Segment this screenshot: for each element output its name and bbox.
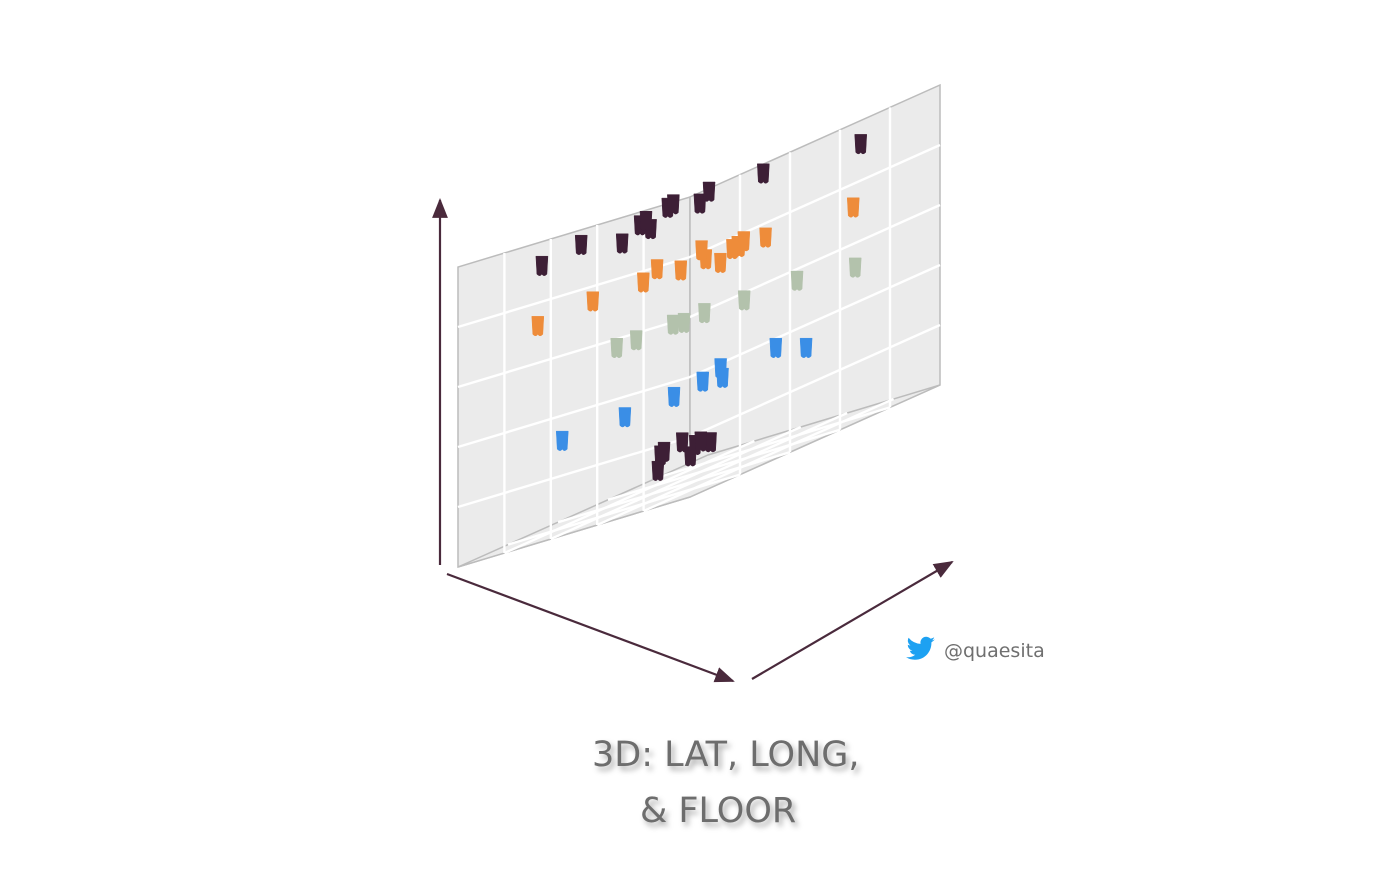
data-point-level-2 <box>790 270 804 291</box>
chart-points <box>531 134 868 481</box>
data-point-level-3 <box>637 272 650 293</box>
data-point-level-2 <box>737 290 751 311</box>
chart-axes <box>432 198 954 683</box>
twitter-handle: @quaesita <box>906 636 1045 667</box>
data-point-level-4 <box>757 163 770 184</box>
right-wall-gridline <box>689 323 941 439</box>
data-point-level-4 <box>639 211 653 232</box>
data-point-level-2 <box>666 314 680 335</box>
chart-3d-scatter <box>432 83 954 683</box>
y-axis-arrow <box>751 561 954 680</box>
data-point-level-0 <box>694 431 708 452</box>
data-point-level-4 <box>854 134 868 155</box>
right-wall-gridline <box>689 263 941 379</box>
chart-grid <box>457 107 941 555</box>
data-point-level-1 <box>716 367 729 388</box>
data-point-level-3 <box>674 260 688 281</box>
data-point-level-3 <box>714 252 727 273</box>
data-point-level-4 <box>693 193 707 214</box>
data-point-level-3 <box>531 316 545 337</box>
data-point-level-2 <box>677 312 691 333</box>
data-point-level-2 <box>698 303 711 324</box>
data-point-level-1 <box>667 386 681 407</box>
data-point-level-3 <box>650 259 664 280</box>
left-wall-pane <box>457 195 691 569</box>
left-wall-gridline <box>457 375 691 449</box>
data-point-level-0 <box>651 460 665 481</box>
data-point-level-4 <box>702 181 716 202</box>
left-wall-gridline <box>457 435 691 509</box>
data-point-level-2 <box>610 338 624 359</box>
data-point-level-4 <box>535 255 549 276</box>
data-point-level-4 <box>667 194 680 215</box>
data-point-level-1 <box>696 371 710 392</box>
data-point-level-0 <box>675 432 689 453</box>
data-point-level-2 <box>848 257 862 278</box>
data-point-level-1 <box>555 430 569 451</box>
data-point-level-3 <box>759 227 772 248</box>
floor-pane <box>457 384 941 568</box>
data-point-level-4 <box>615 233 629 254</box>
right-wall-gridline <box>689 203 941 319</box>
caption-line-2: & FLOOR <box>640 791 797 831</box>
caption-line-1: 3D: LAT, LONG, <box>592 735 860 775</box>
data-point-level-3 <box>726 239 739 260</box>
x-axis-arrow <box>446 572 735 683</box>
data-point-level-1 <box>618 407 632 428</box>
data-point-level-3 <box>586 291 600 312</box>
data-point-level-1 <box>799 337 813 358</box>
left-wall-gridline <box>457 315 691 389</box>
left-wall-gridline <box>457 255 691 329</box>
twitter-handle-text: @quaesita <box>944 640 1045 662</box>
data-point-level-3 <box>846 197 860 218</box>
twitter-bird-icon <box>906 636 936 667</box>
data-point-level-3 <box>695 240 708 261</box>
floor-gridline <box>657 406 891 479</box>
data-point-level-1 <box>769 337 783 358</box>
caption: 3D: LAT, LONG, & FLOOR <box>560 727 890 839</box>
data-point-level-0 <box>657 441 671 462</box>
data-point-level-2 <box>629 330 643 351</box>
chart-panes <box>457 83 941 569</box>
data-point-level-4 <box>574 234 588 255</box>
data-point-level-0 <box>704 432 717 453</box>
